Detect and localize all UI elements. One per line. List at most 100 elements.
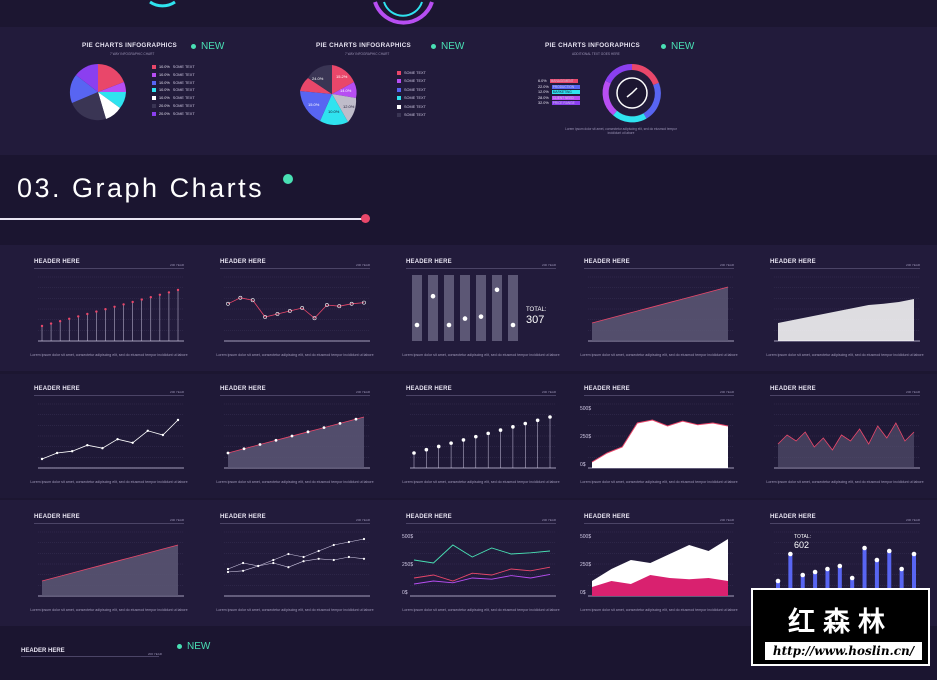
card-subheader: 200 YEAR [170, 263, 184, 267]
graph-card: HEADER HERE 200 YEAR Lorem ipsum dolor sit… [20, 247, 198, 371]
data-point [899, 566, 904, 572]
y-tick-label: 250$ [402, 562, 413, 568]
card-header: HEADER HERE [406, 259, 452, 265]
legend-swatch [152, 103, 156, 108]
data-point [511, 425, 515, 429]
card-subheader: 200 YEAR [356, 263, 370, 267]
graph-chart [588, 276, 734, 342]
card-rule [220, 395, 370, 396]
card-rule [34, 268, 184, 269]
data-point [55, 451, 59, 455]
data-point [412, 451, 416, 455]
data-point [258, 443, 262, 446]
card-caption: Lorem ipsum dolor sit amet, consectetur … [402, 353, 560, 357]
data-point [131, 300, 134, 304]
graph-card: HEADER HERE 200 YEAR Lorem ipsum dolor sit… [206, 247, 384, 371]
data-point [290, 434, 294, 438]
card-rule [406, 395, 556, 396]
data-point [226, 451, 230, 455]
data-point [349, 301, 354, 306]
data-point [242, 569, 245, 572]
data-point [548, 415, 552, 419]
graph-chart [224, 403, 370, 469]
column-bar [428, 275, 438, 341]
data-point [862, 545, 867, 551]
data-point [362, 557, 366, 560]
card-caption: Lorem ipsum dolor sit amet, consectetur … [216, 480, 374, 484]
column-bar [492, 275, 502, 341]
card-header: HEADER HERE [770, 514, 816, 520]
column-bar [444, 275, 454, 341]
pie-subtitle-3: ADDITIONAL TEXT GOES HERE [572, 52, 620, 56]
svg-text:24.0%: 24.0% [312, 76, 324, 81]
bar [874, 560, 879, 596]
pie-title-1: PIE CHARTS INFOGRAPHICS [82, 42, 178, 49]
data-point [287, 566, 290, 569]
graph-chart: 500$ 250$ 0$ [580, 531, 734, 597]
data-point [812, 569, 818, 575]
card-header: HEADER HERE [584, 514, 630, 520]
data-point [362, 300, 366, 305]
data-point [104, 308, 107, 311]
card-subheader: 200 YEAR [720, 390, 734, 394]
card-rule [770, 395, 920, 396]
data-point [347, 555, 350, 559]
card-rule [220, 523, 370, 524]
data-point [176, 288, 180, 292]
area-fill [228, 417, 364, 468]
graph-chart [38, 531, 184, 597]
data-point [317, 549, 320, 553]
data-point [149, 296, 152, 299]
area-fill [778, 299, 914, 341]
data-point [430, 293, 436, 299]
card-rule [34, 523, 184, 524]
bottom-card-rule [21, 656, 159, 657]
bar [899, 569, 904, 596]
graph-card: HEADER HERE 200 YEAR 500$ 250$ 0$ Lorem ipsum… [392, 502, 570, 626]
data-point [436, 444, 441, 449]
legend-swatch [397, 104, 401, 109]
data-point [449, 441, 453, 445]
pie-subtitle-2: 7 WAY INFOGRAPHIC CHART [345, 52, 390, 56]
y-tick-label: 500$ [402, 534, 413, 540]
data-point [274, 438, 278, 442]
card-header: HEADER HERE [34, 514, 80, 520]
top-band [0, 0, 937, 27]
y-tick-label: 250$ [580, 562, 591, 568]
card-subheader: 200 YEAR [542, 263, 556, 267]
card-header: HEADER HERE [406, 386, 452, 392]
data-point [825, 566, 830, 572]
series-line [413, 566, 551, 582]
section-band [0, 155, 937, 245]
data-point [161, 433, 165, 437]
svg-text:12.0%: 12.0% [343, 104, 355, 109]
data-point [86, 312, 89, 316]
data-point [332, 558, 335, 562]
data-point [300, 306, 305, 310]
card-subheader: 200 YEAR [906, 263, 920, 267]
data-point [242, 561, 245, 565]
data-point [788, 551, 793, 557]
card-header: HEADER HERE [220, 259, 266, 265]
data-point [306, 430, 310, 434]
card-rule [584, 395, 734, 396]
data-point [317, 557, 320, 560]
card-rule [584, 523, 734, 524]
graph-chart [38, 276, 184, 342]
series-line [413, 573, 551, 585]
legend-swatch [397, 79, 401, 84]
data-point [874, 557, 880, 563]
area-fill [592, 287, 728, 341]
graph-card: HEADER HERE 200 YEAR 500$ 250$ 0$ Lorem ipsum… [570, 502, 748, 626]
bar [788, 554, 793, 596]
total-value: 602 [794, 540, 809, 550]
card-caption: Lorem ipsum dolor sit amet, consectetur … [402, 608, 560, 612]
data-point [775, 578, 781, 584]
column-bar [508, 275, 518, 341]
graph-chart [224, 531, 370, 597]
data-point [250, 298, 255, 303]
graph-chart: TOTAL:602 [774, 531, 920, 597]
series-line [413, 544, 551, 564]
data-point [158, 293, 162, 296]
data-point [523, 421, 528, 426]
